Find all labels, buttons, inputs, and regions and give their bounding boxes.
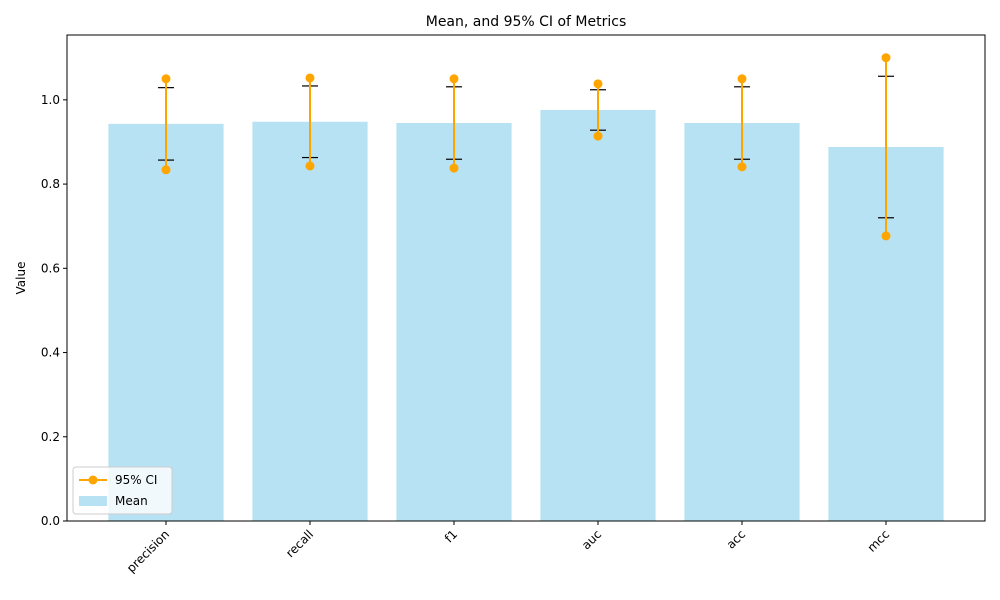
bar — [684, 123, 800, 521]
bar — [252, 121, 368, 522]
ci-low-dot — [449, 163, 459, 173]
legend-swatch — [79, 496, 107, 506]
y-tick-label: 0.4 — [41, 346, 60, 360]
ci-low-dot — [305, 161, 315, 171]
legend-dot — [88, 475, 98, 485]
y-tick-label: 0.0 — [41, 514, 60, 528]
ci-low-dot — [881, 231, 891, 241]
x-tick-label: acc — [724, 527, 748, 551]
x-tick-label: recall — [283, 527, 316, 560]
x-tick-label: auc — [579, 527, 604, 552]
ci-low-dot — [593, 131, 603, 141]
bar — [540, 109, 656, 521]
y-tick-label: 1.0 — [41, 93, 60, 107]
ci-low-dot — [161, 165, 171, 175]
ci-high-dot — [737, 74, 747, 84]
bar — [396, 123, 512, 521]
ci-high-dot — [881, 53, 891, 63]
legend-label: 95% CI — [115, 473, 157, 487]
ci-high-dot — [593, 79, 603, 89]
ci-low-dot — [737, 162, 747, 172]
chart-title: Mean, and 95% CI of Metrics — [426, 14, 627, 30]
legend-label: Mean — [115, 494, 148, 508]
legend: 95% CI Mean — [72, 466, 173, 515]
plot-frame — [66, 34, 986, 522]
ci-high-dot — [449, 74, 459, 84]
bar — [108, 123, 224, 521]
x-tick-label: f1 — [442, 527, 460, 545]
ci-high-dot — [305, 73, 315, 83]
y-tick-label: 0.6 — [41, 261, 60, 275]
y-axis-label: Value — [14, 262, 28, 295]
x-tick-label: precision — [124, 527, 172, 575]
y-tick-label: 0.2 — [41, 430, 60, 444]
ci-high-dot — [161, 74, 171, 84]
y-tick-label: 0.8 — [41, 177, 60, 191]
x-tick-label: mcc — [865, 527, 892, 554]
